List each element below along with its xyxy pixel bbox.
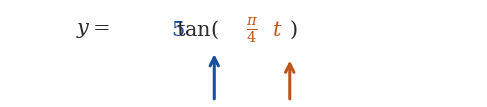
Text: $)$: $)$ xyxy=(289,19,298,41)
Text: $\mathrm{tan}($: $\mathrm{tan}($ xyxy=(176,19,219,41)
Text: $t$: $t$ xyxy=(272,20,283,40)
Text: $5$: $5$ xyxy=(171,20,185,40)
Text: $y = $: $y = $ xyxy=(75,20,110,40)
Text: $\frac{\pi}{4}$: $\frac{\pi}{4}$ xyxy=(246,15,258,45)
